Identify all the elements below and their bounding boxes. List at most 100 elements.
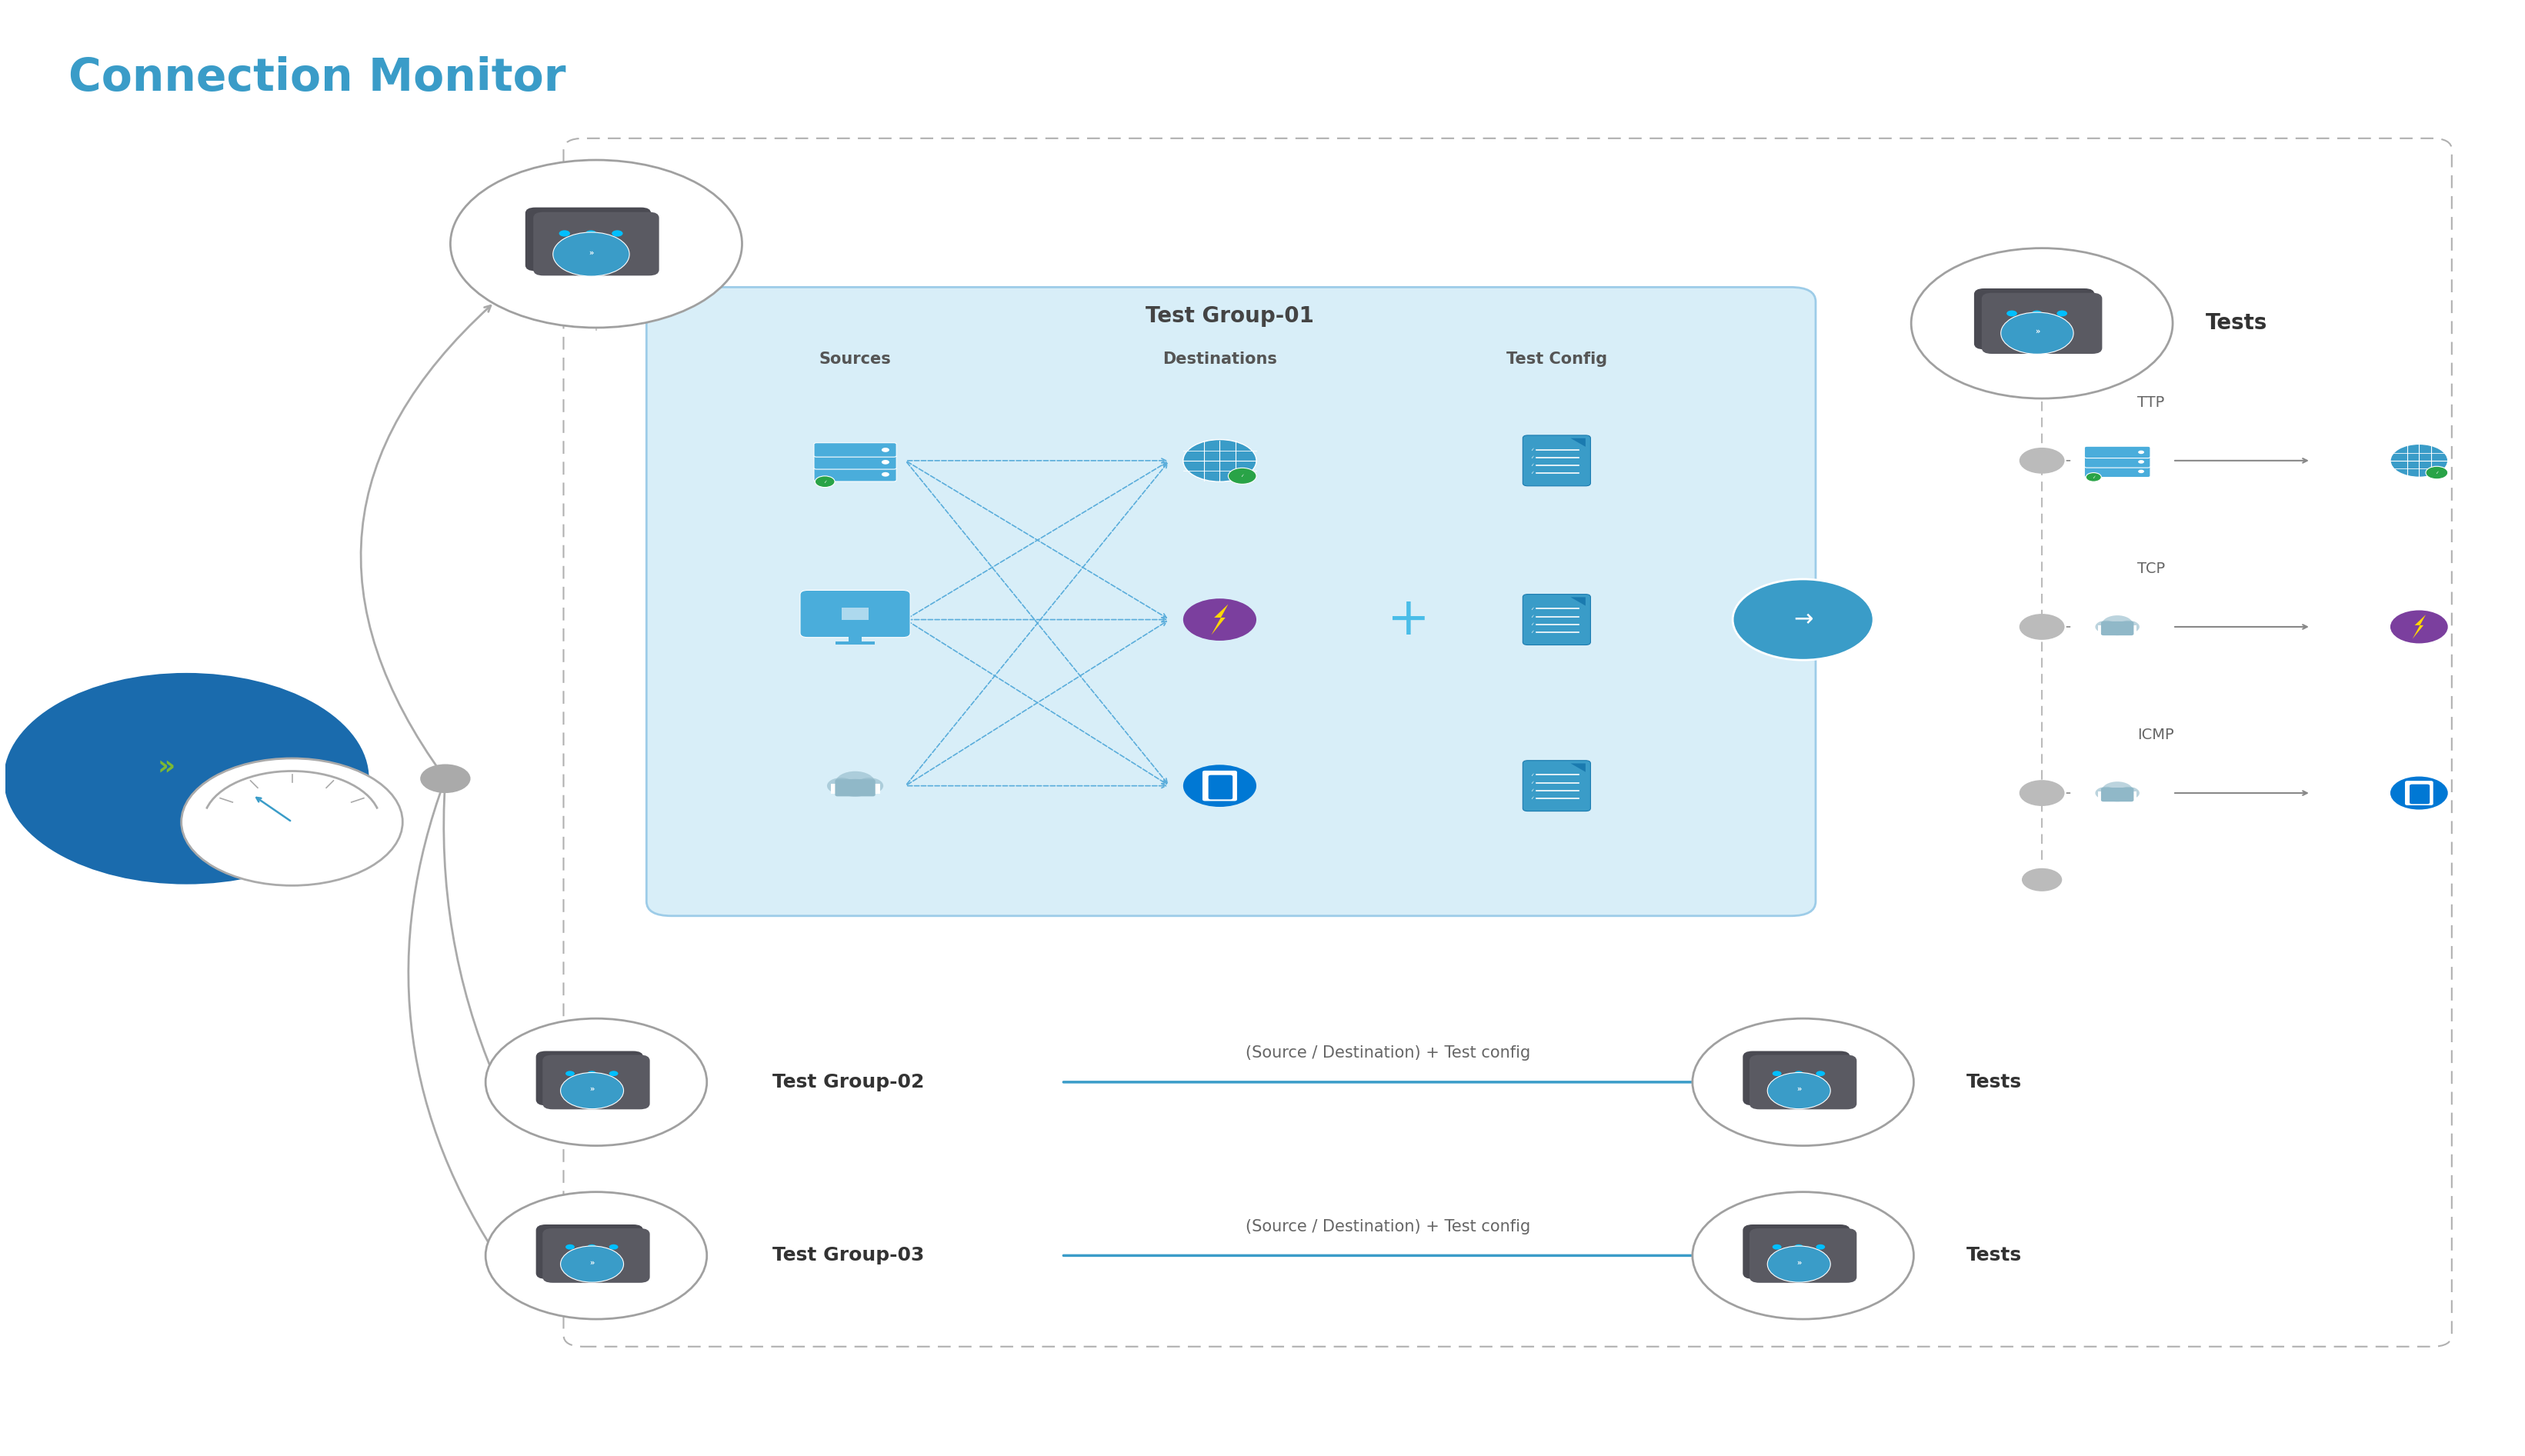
- Circle shape: [2086, 473, 2101, 482]
- Circle shape: [1788, 1067, 1798, 1072]
- FancyArrowPatch shape: [906, 617, 1167, 622]
- Circle shape: [586, 230, 596, 236]
- Circle shape: [2000, 313, 2073, 354]
- Circle shape: [2025, 332, 2035, 338]
- Circle shape: [603, 1252, 611, 1257]
- Text: Tests: Tests: [1967, 1073, 2023, 1092]
- Text: Test Group-03: Test Group-03: [773, 1246, 924, 1265]
- Circle shape: [2118, 620, 2139, 633]
- Circle shape: [2007, 323, 2017, 329]
- FancyBboxPatch shape: [2101, 788, 2134, 802]
- Circle shape: [2000, 332, 2010, 338]
- Text: Tests: Tests: [1967, 1246, 2023, 1265]
- Text: →: →: [1793, 609, 1813, 630]
- Circle shape: [558, 1252, 568, 1257]
- FancyBboxPatch shape: [1209, 775, 1232, 799]
- Circle shape: [578, 253, 588, 259]
- Circle shape: [1788, 1079, 1798, 1083]
- Circle shape: [588, 1082, 596, 1088]
- Bar: [836, 642, 874, 645]
- FancyBboxPatch shape: [1742, 1224, 1851, 1278]
- FancyBboxPatch shape: [543, 1054, 649, 1109]
- Circle shape: [1765, 1089, 1775, 1095]
- Circle shape: [550, 239, 563, 246]
- FancyArrowPatch shape: [906, 620, 1167, 783]
- Circle shape: [1810, 1067, 1818, 1072]
- Circle shape: [1815, 1072, 1826, 1076]
- Polygon shape: [1571, 597, 1586, 606]
- FancyArrowPatch shape: [906, 462, 1167, 783]
- Circle shape: [2101, 782, 2134, 799]
- Text: ✓: ✓: [2091, 475, 2096, 479]
- Circle shape: [2391, 444, 2447, 478]
- Circle shape: [2058, 336, 2068, 342]
- Text: ✓: ✓: [1530, 463, 1535, 467]
- Polygon shape: [1571, 763, 1586, 772]
- Circle shape: [1773, 1093, 1783, 1098]
- Circle shape: [419, 764, 470, 794]
- Circle shape: [2118, 786, 2139, 799]
- Circle shape: [1795, 1255, 1803, 1261]
- Circle shape: [588, 1255, 596, 1261]
- Text: Connection Monitor: Connection Monitor: [68, 55, 566, 100]
- FancyBboxPatch shape: [1750, 1229, 1856, 1283]
- Circle shape: [609, 1267, 619, 1273]
- Circle shape: [1773, 1245, 1783, 1249]
- Circle shape: [603, 1079, 611, 1083]
- Circle shape: [1795, 1093, 1803, 1098]
- Circle shape: [2427, 466, 2447, 479]
- Circle shape: [1765, 1067, 1775, 1072]
- Text: ✓: ✓: [1530, 789, 1535, 792]
- Circle shape: [2033, 310, 2043, 316]
- Circle shape: [1795, 1245, 1803, 1249]
- Bar: [2098, 625, 2136, 633]
- Circle shape: [609, 1072, 619, 1076]
- Polygon shape: [841, 607, 869, 620]
- FancyBboxPatch shape: [1750, 1054, 1856, 1109]
- Circle shape: [566, 1072, 576, 1076]
- Circle shape: [1788, 1089, 1798, 1095]
- Circle shape: [581, 1089, 591, 1095]
- Bar: [2098, 792, 2136, 799]
- FancyBboxPatch shape: [2101, 622, 2134, 635]
- Circle shape: [2391, 610, 2447, 644]
- Circle shape: [581, 1252, 591, 1257]
- Circle shape: [553, 233, 629, 277]
- Circle shape: [1810, 1241, 1818, 1246]
- Circle shape: [2058, 310, 2068, 316]
- Circle shape: [2050, 319, 2060, 325]
- Text: Sources: Sources: [818, 352, 891, 367]
- FancyArrowPatch shape: [409, 780, 495, 1252]
- Circle shape: [841, 779, 871, 796]
- Circle shape: [611, 258, 624, 264]
- Text: TTP: TTP: [2139, 396, 2164, 411]
- Circle shape: [581, 1067, 591, 1072]
- Circle shape: [588, 1093, 596, 1098]
- FancyArrowPatch shape: [906, 622, 1167, 785]
- Circle shape: [566, 1245, 576, 1249]
- FancyBboxPatch shape: [813, 443, 896, 457]
- Circle shape: [2033, 323, 2043, 329]
- Circle shape: [1788, 1252, 1798, 1257]
- Bar: [848, 632, 861, 642]
- Text: ICMP: ICMP: [2139, 728, 2174, 743]
- FancyBboxPatch shape: [543, 1229, 649, 1283]
- Circle shape: [566, 1082, 576, 1088]
- Circle shape: [2000, 319, 2010, 325]
- Circle shape: [609, 1245, 619, 1249]
- Circle shape: [856, 778, 884, 794]
- Text: ✓: ✓: [1530, 448, 1535, 451]
- Circle shape: [578, 239, 588, 246]
- Circle shape: [558, 230, 571, 236]
- Circle shape: [2050, 306, 2060, 312]
- Text: ✓: ✓: [1530, 780, 1535, 785]
- Circle shape: [1767, 1246, 1831, 1283]
- Circle shape: [603, 226, 614, 232]
- Circle shape: [828, 778, 856, 794]
- Text: ✓: ✓: [2434, 470, 2439, 475]
- Circle shape: [2007, 310, 2017, 316]
- FancyArrowPatch shape: [906, 783, 1167, 788]
- Circle shape: [1773, 1082, 1783, 1088]
- Circle shape: [609, 1082, 619, 1088]
- FancyArrowPatch shape: [906, 462, 1167, 617]
